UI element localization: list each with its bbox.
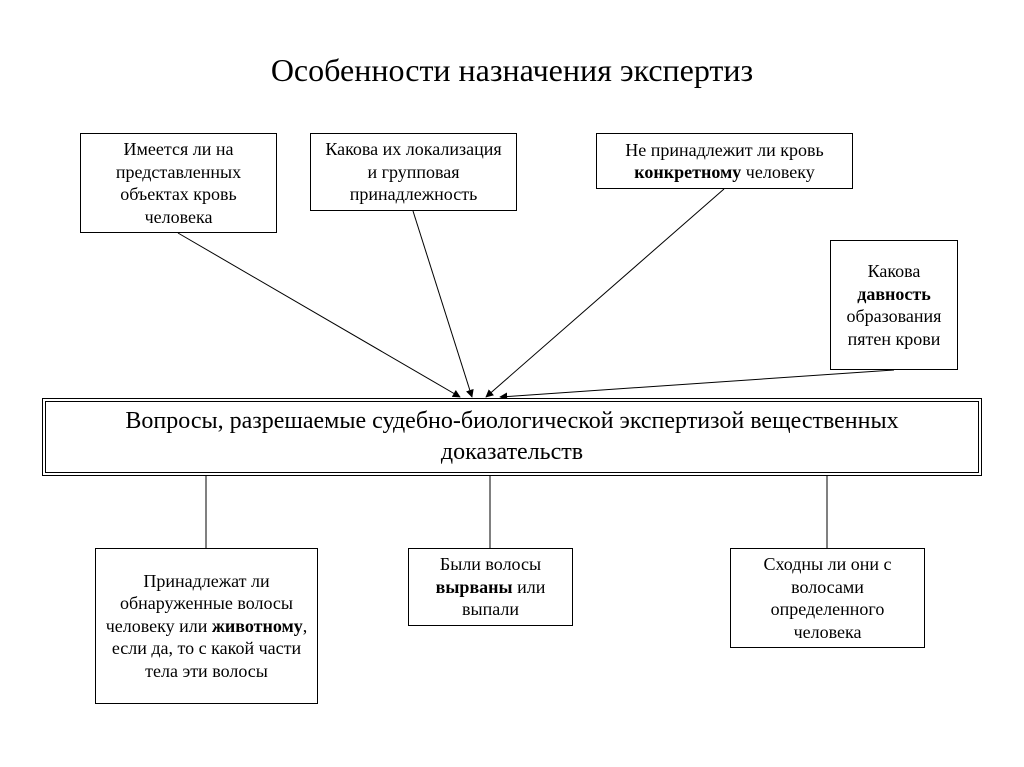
node-label: Какова их локализация и групповая принад… (319, 138, 508, 206)
connector (486, 189, 724, 397)
node-center: Вопросы, разрешаемые судебно-биологическ… (42, 398, 982, 476)
node-label: Были волосы вырваны или выпали (417, 553, 564, 621)
node-t1: Имеется ли на представленных объектах кр… (80, 133, 277, 233)
node-label: Сходны ли они с волосами определенного ч… (739, 553, 916, 643)
node-t3: Не принадлежит ли кровь конкретному чело… (596, 133, 853, 189)
node-label: Не принадлежит ли кровь конкретному чело… (605, 139, 844, 184)
node-label: Принадлежат ли обнаруженные волосы челов… (104, 570, 309, 683)
node-b1: Принадлежат ли обнаруженные волосы челов… (95, 548, 318, 704)
node-label: Вопросы, разрешаемые судебно-биологическ… (66, 406, 958, 468)
node-label: Какова давность образования пятен крови (839, 260, 949, 350)
connector (413, 211, 472, 397)
connector (178, 233, 460, 397)
node-label: Имеется ли на представленных объектах кр… (89, 138, 268, 228)
node-t2: Какова их локализация и групповая принад… (310, 133, 517, 211)
connector (500, 370, 894, 397)
node-b3: Сходны ли они с волосами определенного ч… (730, 548, 925, 648)
node-t4: Какова давность образования пятен крови (830, 240, 958, 370)
node-b2: Были волосы вырваны или выпали (408, 548, 573, 626)
diagram-title: Особенности назначения экспертиз (0, 52, 1024, 89)
